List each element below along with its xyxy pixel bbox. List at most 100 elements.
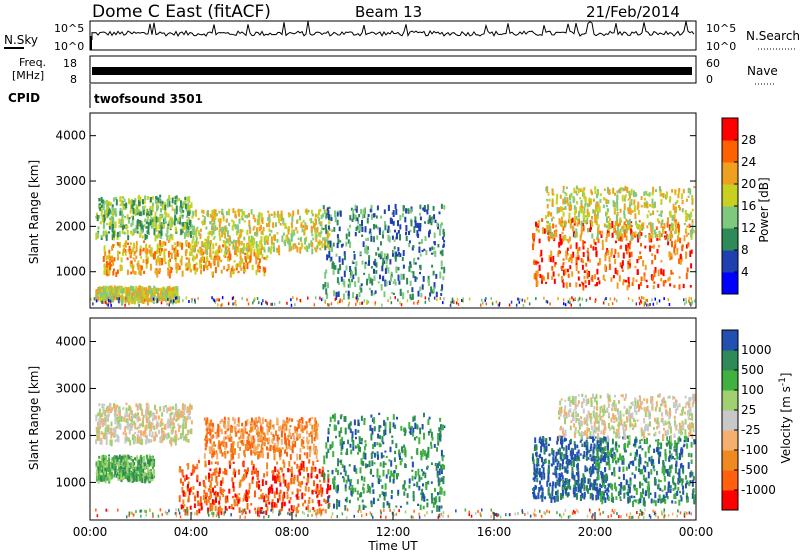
data-cell bbox=[182, 499, 185, 505]
data-cell bbox=[126, 464, 128, 471]
data-cell bbox=[308, 459, 311, 464]
data-cell bbox=[356, 299, 358, 303]
data-cell bbox=[571, 255, 574, 259]
data-cell bbox=[272, 445, 275, 452]
data-cell bbox=[265, 446, 268, 451]
data-cell bbox=[537, 261, 540, 264]
data-cell bbox=[235, 214, 238, 219]
data-cell bbox=[628, 262, 631, 266]
data-cell bbox=[256, 451, 259, 454]
data-cell bbox=[310, 209, 313, 214]
data-cell bbox=[413, 301, 415, 305]
data-cell bbox=[282, 423, 285, 426]
data-cell bbox=[138, 223, 141, 227]
data-cell bbox=[660, 199, 663, 205]
data-cell bbox=[548, 255, 551, 262]
data-cell bbox=[185, 475, 188, 479]
data-cell bbox=[136, 230, 139, 234]
data-cell bbox=[268, 248, 271, 251]
data-cell bbox=[128, 217, 131, 220]
data-cell bbox=[203, 216, 206, 223]
data-cell bbox=[110, 427, 113, 432]
data-cell bbox=[653, 281, 656, 285]
data-cell bbox=[212, 230, 215, 235]
data-cell bbox=[118, 454, 121, 460]
data-cell bbox=[167, 432, 170, 439]
data-cell bbox=[206, 428, 209, 432]
data-cell bbox=[623, 203, 626, 211]
data-cell bbox=[430, 286, 433, 292]
data-cell bbox=[621, 260, 624, 266]
data-cell bbox=[202, 258, 205, 262]
data-cell bbox=[623, 213, 626, 219]
data-cell bbox=[126, 474, 129, 478]
data-cell bbox=[250, 435, 253, 442]
data-cell bbox=[582, 190, 584, 197]
data-cell bbox=[628, 259, 631, 264]
data-cell bbox=[666, 221, 669, 228]
data-cell bbox=[184, 203, 187, 210]
data-cell bbox=[144, 218, 147, 223]
data-cell bbox=[380, 215, 383, 219]
data-cell bbox=[654, 231, 657, 238]
data-cell bbox=[102, 230, 105, 237]
data-cell bbox=[155, 219, 158, 226]
data-cell bbox=[215, 213, 218, 217]
data-cell bbox=[192, 485, 195, 490]
data-cell bbox=[243, 263, 246, 267]
data-cell bbox=[148, 244, 151, 249]
data-cell bbox=[299, 215, 301, 221]
data-cell bbox=[110, 471, 113, 479]
data-cell bbox=[569, 244, 572, 248]
data-cell bbox=[312, 237, 315, 241]
data-cell bbox=[113, 427, 115, 432]
data-cell bbox=[216, 453, 219, 460]
data-cell bbox=[371, 213, 373, 220]
data-cell bbox=[140, 221, 143, 224]
data-cell bbox=[251, 421, 254, 427]
data-cell bbox=[627, 297, 630, 300]
data-cell bbox=[184, 423, 187, 430]
data-cell bbox=[681, 245, 684, 252]
data-cell bbox=[384, 279, 387, 287]
data-cell bbox=[257, 438, 260, 443]
data-cell bbox=[389, 296, 392, 300]
data-cell bbox=[327, 255, 330, 259]
data-cell bbox=[633, 205, 636, 212]
data-cell bbox=[592, 198, 595, 202]
data-cell bbox=[175, 418, 178, 422]
data-cell bbox=[132, 286, 135, 292]
data-cell bbox=[307, 296, 309, 300]
data-cell bbox=[173, 208, 176, 215]
data-cell bbox=[518, 300, 520, 304]
data-cell bbox=[306, 445, 309, 450]
data-cell bbox=[189, 251, 192, 257]
data-cell bbox=[637, 237, 640, 243]
data-cell bbox=[177, 423, 180, 426]
data-cell bbox=[292, 477, 295, 484]
data-cell bbox=[211, 271, 214, 276]
data-cell bbox=[173, 426, 176, 429]
data-cell bbox=[358, 292, 361, 298]
data-cell bbox=[689, 301, 691, 305]
data-cell bbox=[202, 251, 205, 255]
data-cell bbox=[250, 503, 253, 506]
data-cell bbox=[118, 418, 121, 422]
data-cell bbox=[318, 232, 321, 235]
data-cell bbox=[196, 510, 199, 516]
data-cell bbox=[152, 414, 155, 421]
data-cell bbox=[306, 452, 309, 459]
data-cell bbox=[203, 417, 206, 421]
data-cell bbox=[242, 474, 245, 481]
data-cell bbox=[209, 248, 212, 256]
data-cell bbox=[155, 423, 158, 430]
data-cell bbox=[659, 190, 662, 197]
data-cell bbox=[183, 418, 186, 422]
data-cell bbox=[111, 224, 114, 231]
data-cell bbox=[627, 220, 629, 226]
data-cell bbox=[300, 424, 303, 429]
data-cell bbox=[96, 434, 99, 437]
data-cell bbox=[640, 225, 643, 231]
data-cell bbox=[147, 468, 150, 474]
data-cell bbox=[198, 232, 201, 237]
